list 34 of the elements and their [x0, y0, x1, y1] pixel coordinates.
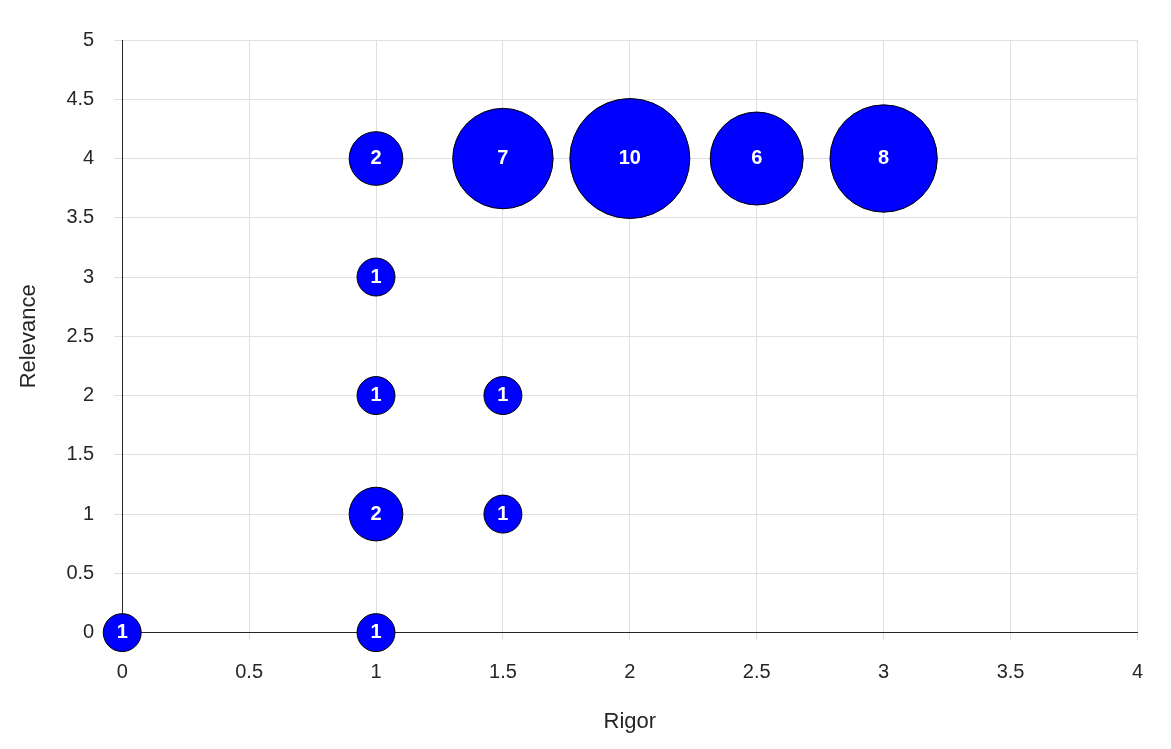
annotation: 2	[370, 501, 382, 524]
x-tick-label: 1	[370, 660, 382, 683]
x-tick-label: 0.5	[235, 660, 264, 683]
annotation: 1	[370, 264, 382, 287]
y-axis-title: Relevance	[15, 284, 41, 389]
x-tick-label: 2	[624, 660, 636, 683]
y-tick-label: 4.5	[66, 86, 95, 109]
annotation: 1	[116, 620, 128, 643]
annotation: 7	[497, 146, 509, 169]
y-tick-label: 4	[83, 146, 95, 169]
x-tick-label: 4	[1131, 660, 1143, 683]
y-tick-label: 3	[83, 264, 95, 287]
annotation: 1	[370, 383, 382, 406]
annotation: 2	[370, 146, 382, 169]
y-tick-label: 0	[83, 620, 95, 643]
y-tick-label: 2	[83, 383, 95, 406]
x-tick-label: 0	[116, 660, 128, 683]
annotation: 1	[497, 383, 509, 406]
x-axis-title: Rigor	[603, 707, 657, 733]
annotation: 8	[878, 146, 890, 169]
annotation: 1	[370, 620, 382, 643]
annotation: 1	[497, 501, 509, 524]
annotation: 10	[618, 146, 641, 169]
y-tick-label: 1.5	[66, 442, 95, 465]
x-tick-label: 2.5	[742, 660, 771, 683]
annotation: 6	[751, 146, 763, 169]
y-tick-label: 1	[83, 501, 95, 524]
y-tick-label: 5	[83, 27, 95, 50]
x-tick-label: 3	[878, 660, 890, 683]
y-tick-label: 3.5	[66, 205, 95, 228]
x-tick-label: 3.5	[996, 660, 1025, 683]
y-tick-label: 2.5	[66, 323, 95, 346]
x-tick-label: 1.5	[489, 660, 517, 683]
y-tick-label: 0.5	[66, 560, 95, 583]
